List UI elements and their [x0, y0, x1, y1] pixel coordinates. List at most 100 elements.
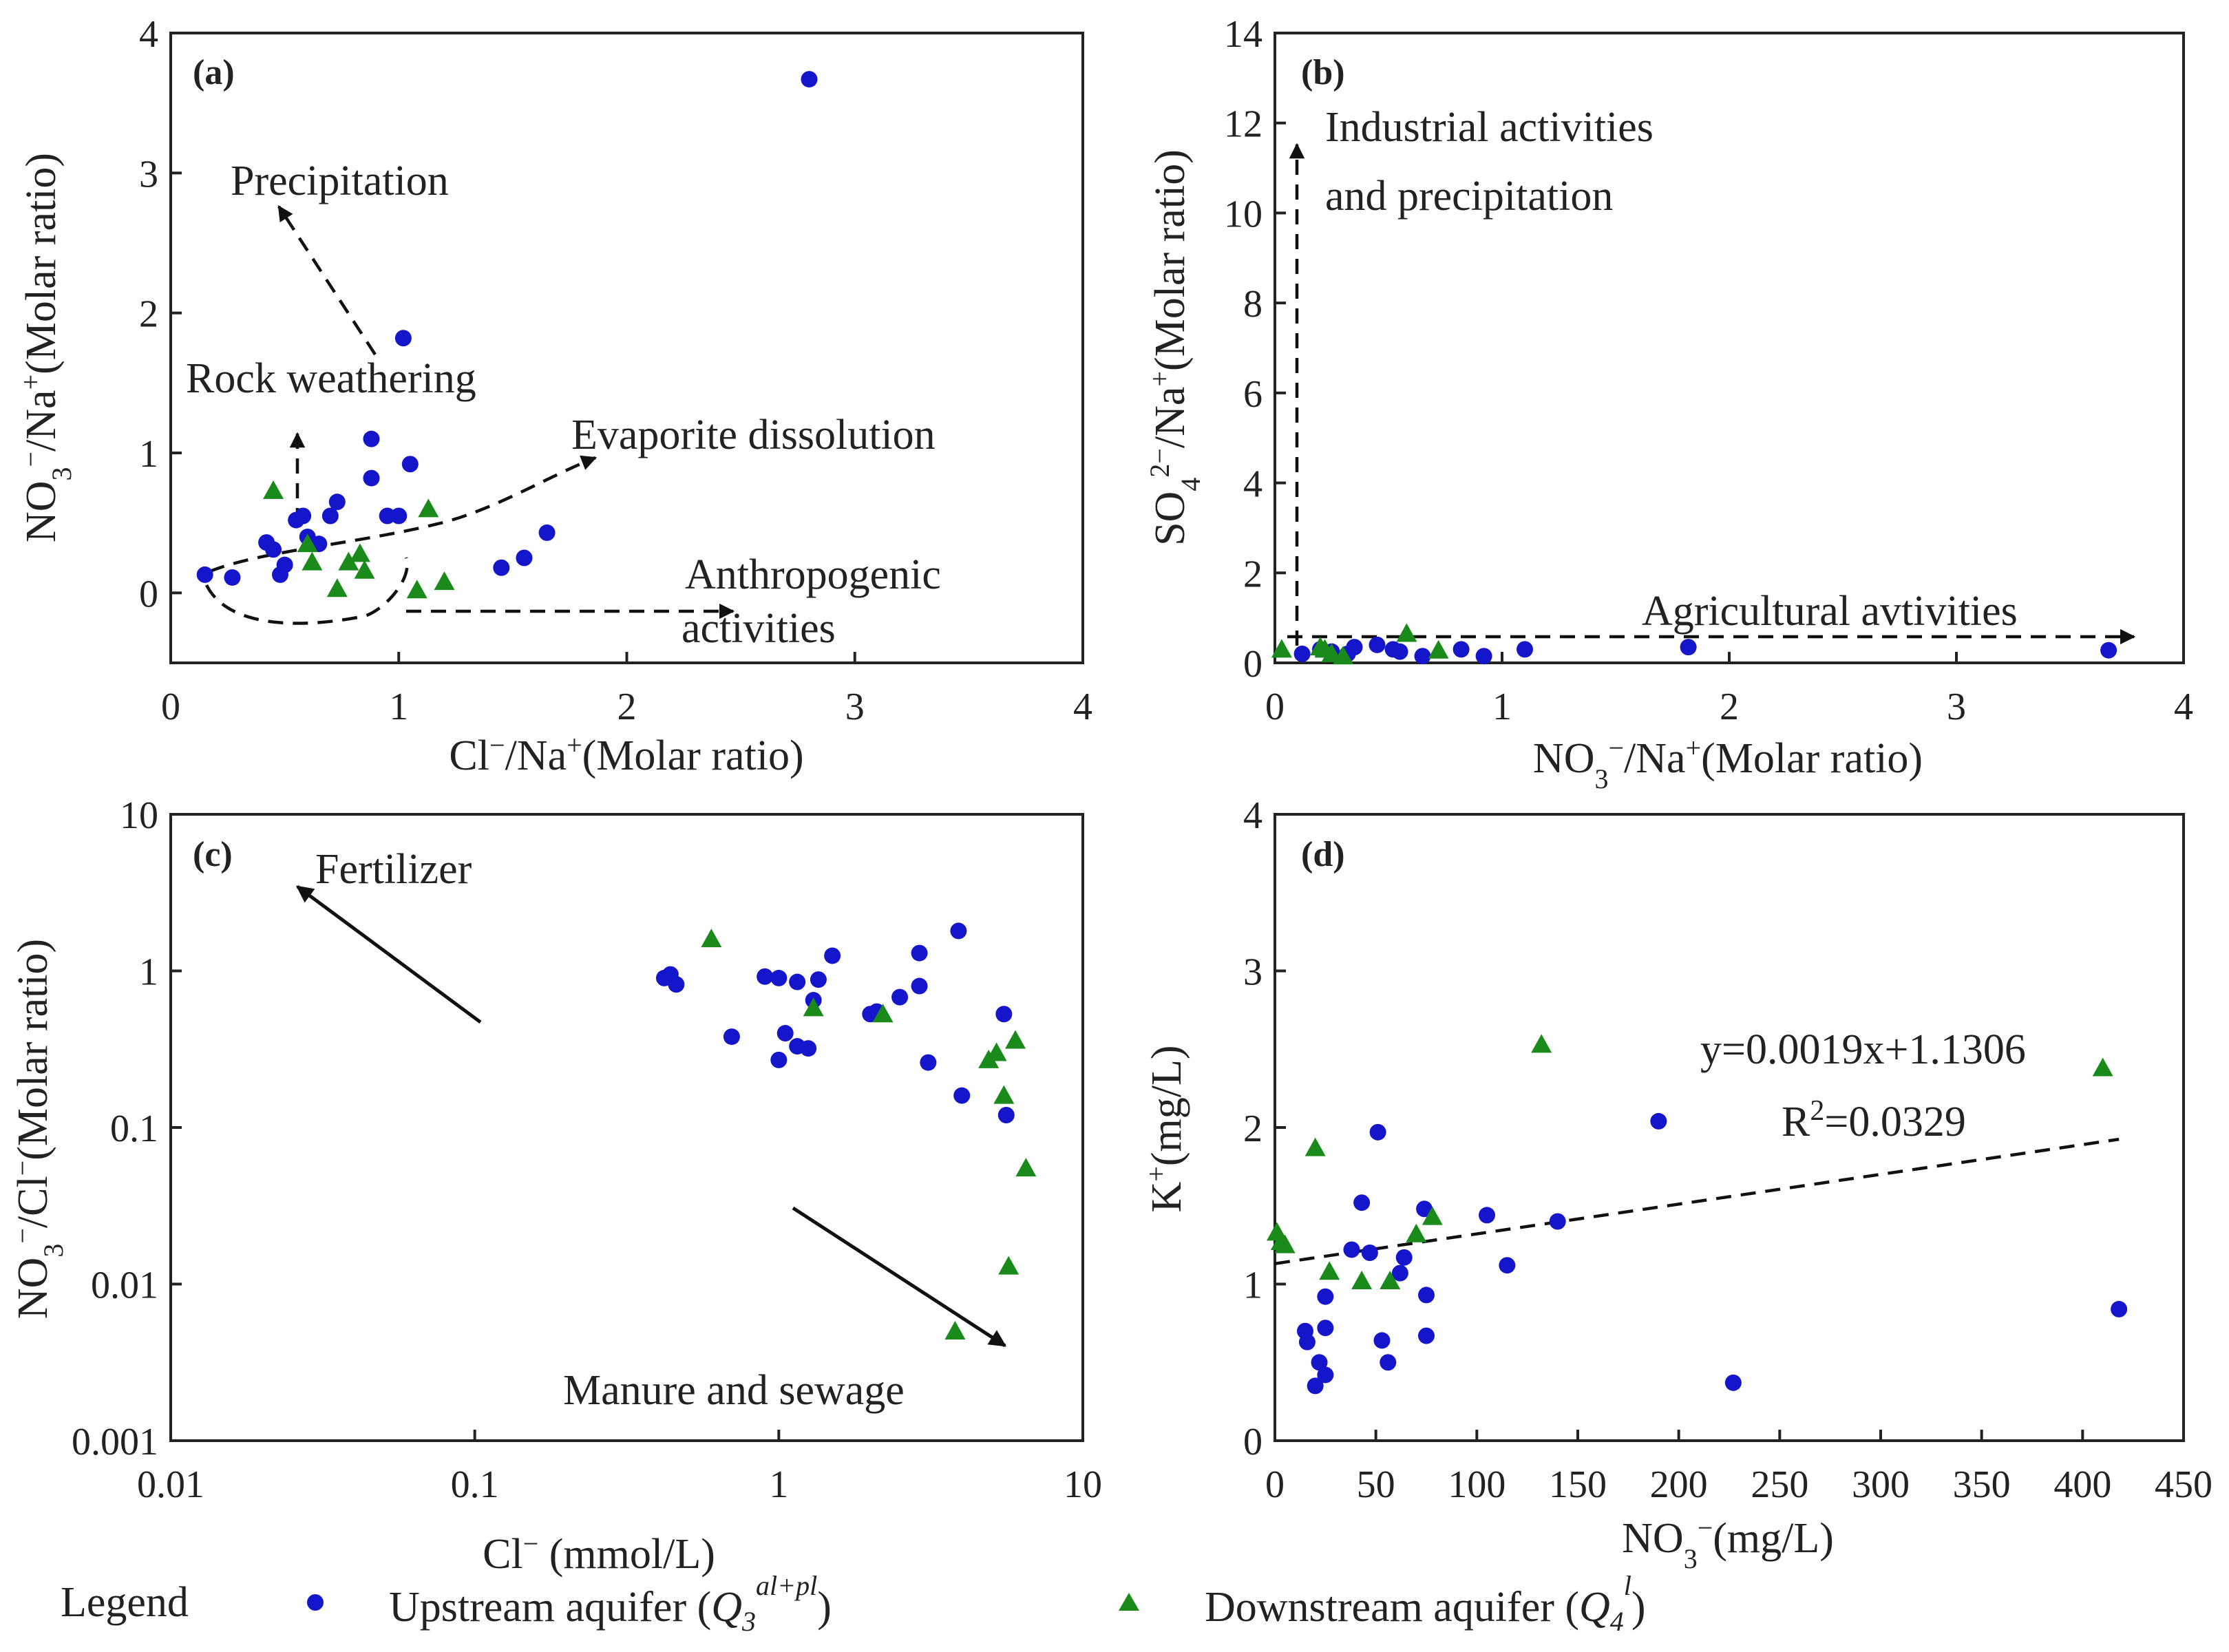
y-tick-label: 3 [139, 153, 158, 195]
upstream-point [810, 971, 827, 988]
arrow-precipitation [277, 205, 377, 356]
y-tick-label: 10 [1224, 193, 1263, 235]
y-tick-label: 1 [139, 951, 158, 994]
upstream-point [493, 559, 510, 576]
panel-label-c: (c) [193, 835, 233, 874]
panel-label-d: (d) [1301, 835, 1345, 874]
upstream-point [770, 1051, 788, 1068]
downstream-point [998, 1256, 1020, 1275]
y-tick-label: 0.01 [91, 1264, 158, 1307]
x-tick-label: 4 [2174, 686, 2193, 728]
upstream-point [390, 507, 408, 525]
x-tick-label: 0 [1265, 686, 1285, 728]
downstream-point [1319, 1261, 1340, 1280]
x-tick-label: 250 [1751, 1463, 1808, 1506]
upstream-point [394, 330, 412, 347]
upstream-point [1680, 639, 1697, 656]
upstream-point [363, 469, 380, 487]
annotation-agricultural-activities: Agricultural avtivities [1642, 588, 2018, 635]
y-tick-label: 2 [1243, 553, 1263, 595]
upstream-point [1391, 643, 1408, 660]
upstream-point [1499, 1257, 1516, 1274]
upstream-point [1373, 1332, 1391, 1349]
y-axis-title-c: NO3−/Cl−(Molar ratio) [7, 939, 69, 1319]
y-tick-label: 3 [1243, 951, 1263, 994]
annotation-activities: activities [682, 605, 836, 652]
upstream-point [1307, 1377, 1324, 1395]
y-tick-label: 0.001 [72, 1421, 158, 1463]
points-a [196, 71, 818, 599]
legend-upstream-marker [307, 1594, 324, 1611]
x-tick-label: 50 [1357, 1463, 1395, 1506]
panel-label-a: (a) [193, 53, 235, 92]
upstream-point [1395, 1249, 1413, 1266]
downstream-point [1396, 623, 1417, 642]
plot-frame-c [169, 813, 1084, 1442]
y-tick-label: 4 [139, 13, 158, 56]
downstream-point [701, 929, 722, 948]
annotation-anthropogenic: Anthropogenic [685, 551, 941, 598]
x-tick-label: 450 [2155, 1463, 2212, 1506]
panel-d: 0 50 100 150 200 250 300 350 400 450 0 1 2 3 4 (d) NO3… [1141, 794, 2213, 1574]
trendline-equation: y=0.0019x+1.1306 [1700, 1026, 2026, 1073]
downstream-point [434, 571, 455, 591]
downstream-point [406, 580, 427, 599]
upstream-point [516, 549, 533, 566]
upstream-point [1298, 1333, 1316, 1351]
upstream-point [668, 976, 685, 993]
y-tick-label: 1 [139, 433, 158, 476]
x-tick-label: 10 [1064, 1463, 1102, 1506]
legend-downstream-marker [1119, 1593, 1139, 1611]
y-axis-title-d: K+(mg/L) [1141, 1046, 1191, 1213]
x-tick-label: 1 [769, 1463, 788, 1506]
upstream-point [379, 507, 396, 525]
upstream-point [800, 1040, 817, 1057]
upstream-point [995, 1006, 1013, 1023]
downstream-point [1380, 1270, 1401, 1289]
ticks-a: 0 1 2 3 4 0 1 2 3 4 [139, 13, 1092, 728]
upstream-point [321, 507, 339, 525]
x-tick-label: 0 [1265, 1463, 1285, 1506]
x-tick-label: 400 [2053, 1463, 2111, 1506]
legend-downstream-label: Downstream aquifer (Q4l) [1205, 1570, 1646, 1637]
upstream-point [824, 947, 841, 964]
annotation-rock-weathering: Rock weathering [186, 355, 476, 402]
downstream-point [338, 551, 359, 571]
x-tick-label: 2 [1720, 686, 1739, 728]
upstream-point [401, 456, 419, 473]
envelope-a [204, 557, 409, 625]
upstream-point [538, 524, 556, 541]
y-tick-label: 6 [1243, 373, 1263, 416]
y-tick-label: 10 [120, 794, 158, 837]
ticks-d: 0 50 100 150 200 250 300 350 400 450 0 1 2 3 4 [1243, 794, 2212, 1506]
trendline [1274, 1137, 2120, 1266]
annotation-fertilizer: Fertilizer [315, 846, 472, 893]
downstream-point [1304, 1137, 1326, 1156]
downstream-point [1406, 1223, 1427, 1242]
downstream-point [418, 498, 439, 518]
upstream-point [1369, 636, 1386, 653]
downstream-point [803, 997, 824, 1017]
trendline-r2: R2=0.0329 [1782, 1095, 1966, 1145]
x-tick-label: 0.1 [451, 1463, 499, 1506]
y-tick-label: 2 [139, 293, 158, 336]
x-tick-label: 350 [1953, 1463, 2011, 1506]
y-tick-label: 1 [1243, 1264, 1263, 1307]
x-axis-title-d: NO3−(mg/L) [1622, 1512, 1834, 1574]
upstream-point [1416, 1200, 1433, 1218]
upstream-point [950, 922, 967, 940]
upstream-point [1517, 641, 1533, 658]
upstream-point [1418, 1327, 1435, 1344]
downstream-point [297, 533, 318, 553]
upstream-point [1452, 641, 1470, 658]
upstream-point [1380, 1354, 1397, 1371]
upstream-point [801, 71, 818, 88]
upstream-point [789, 973, 806, 991]
x-tick-label: 3 [1947, 686, 1966, 728]
upstream-point [196, 566, 213, 583]
downstream-point [872, 1004, 894, 1023]
downstream-point [1531, 1034, 1552, 1053]
